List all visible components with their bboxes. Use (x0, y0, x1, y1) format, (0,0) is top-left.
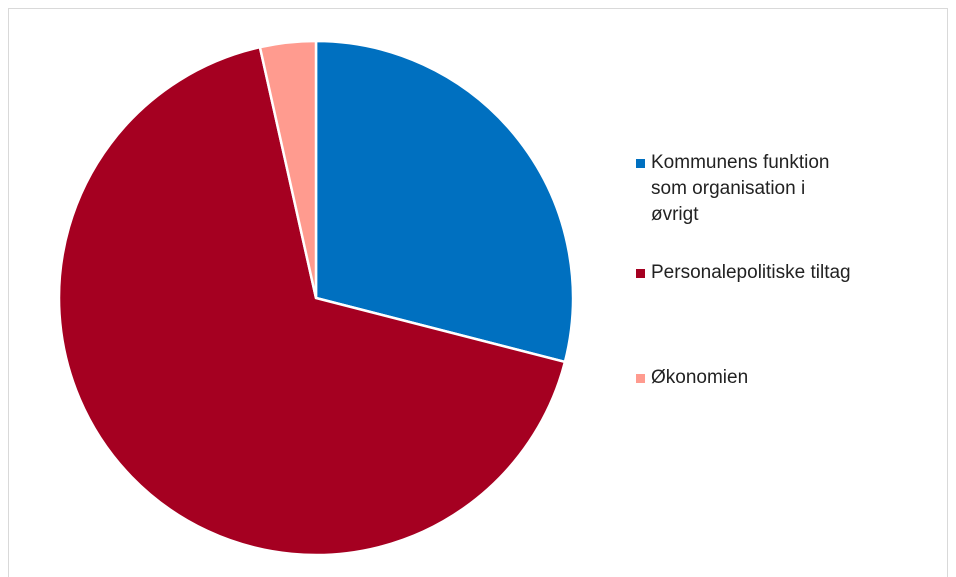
legend-item: Kommunens funktion som organisation i øv… (636, 150, 936, 228)
legend-item: Personalepolitiske tiltag (636, 260, 936, 286)
pie-slice (57, 45, 567, 557)
legend-swatch (636, 374, 645, 383)
legend-label: Økonomien (651, 367, 749, 388)
frame (8, 8, 948, 577)
legend-item: Økonomien (636, 365, 936, 391)
legend-label: Personalepolitiske tiltag (651, 262, 851, 283)
pie-slice (258, 39, 318, 299)
legend-label: Kommunens funktion som organisation i øv… (651, 152, 830, 225)
legend-swatch (636, 159, 645, 168)
legend-swatch (636, 269, 645, 278)
pie-slice (314, 39, 575, 364)
